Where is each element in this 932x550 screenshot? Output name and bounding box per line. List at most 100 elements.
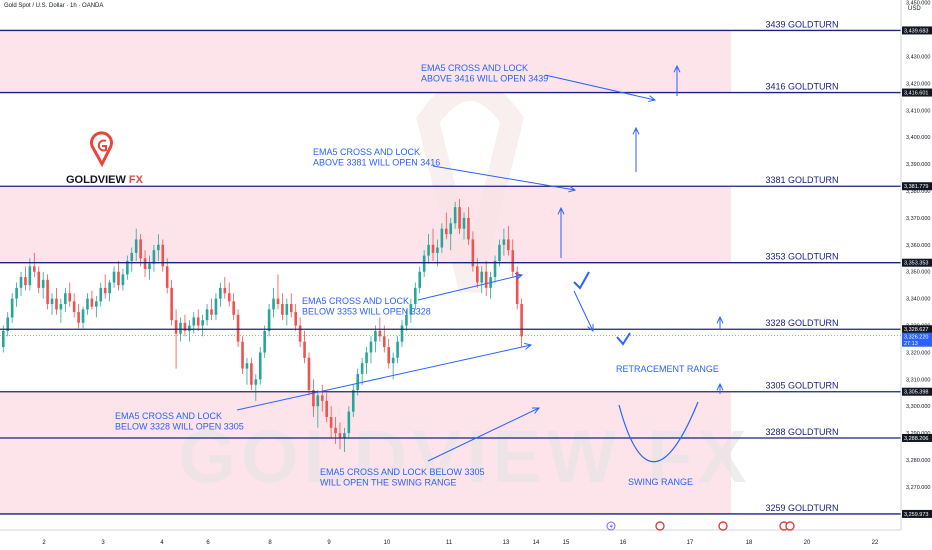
candle [427, 234, 430, 264]
candle [422, 250, 426, 278]
candle [360, 357, 364, 385]
logo: GOLDVIEW FX [66, 131, 144, 186]
candle [272, 287, 275, 318]
x-tick-label: 14 [533, 540, 540, 546]
us-flag-event-icon[interactable] [718, 521, 728, 531]
price-tag-label: 3,288.206 [904, 436, 928, 442]
candle-body [476, 266, 479, 283]
arrow-head [568, 185, 577, 193]
price-tag-label: 3,328.627 [904, 327, 928, 333]
candle [139, 234, 142, 267]
candle-body [6, 317, 10, 331]
candle [192, 312, 196, 334]
candle-body [343, 433, 346, 439]
candle-body [431, 244, 435, 253]
annotation-text: EMA5 CROSS AND LOCK BELOW 3305 [320, 467, 485, 477]
candle-body [28, 266, 32, 286]
price-tags: 3,439.683 3,416.601 3,381.779 3,353.353 3,32… [0, 26, 932, 518]
arrow-line [417, 274, 523, 301]
candle-body [134, 239, 138, 253]
price-tag-label: 3,259.973 [904, 512, 928, 518]
zone-rect [0, 30, 731, 93]
candle-body [312, 390, 315, 407]
candle-body [46, 279, 49, 305]
candle [281, 293, 284, 321]
candle-body [50, 298, 54, 305]
candle-body [148, 263, 151, 270]
candle-body [201, 320, 204, 326]
candle-body [33, 266, 36, 272]
y-tick-label: 3,310.000 [906, 377, 930, 383]
annotation-arrows [236, 64, 724, 463]
candle-body [263, 330, 266, 353]
candle-body [152, 250, 156, 264]
candle-body [143, 258, 147, 270]
x-tick-label: 13 [503, 540, 510, 546]
level-label: 3288 GOLDTURN [765, 427, 838, 437]
y-tick-label: 3,410.000 [906, 108, 930, 114]
candle-body [484, 271, 488, 288]
candle-body [192, 317, 196, 326]
candle-body [95, 301, 98, 307]
candle-body [289, 304, 293, 313]
candle [489, 271, 492, 299]
y-tick-label: 3,340.000 [906, 297, 930, 303]
candle [471, 231, 475, 272]
x-tick-label: 3 [101, 540, 105, 546]
candle-body [369, 341, 373, 353]
candle-body [245, 363, 249, 369]
candle [245, 357, 249, 385]
candle [515, 266, 519, 310]
candle [46, 274, 49, 310]
candle [165, 258, 169, 294]
price-tag-label: 3,305.398 [904, 390, 928, 396]
level-label: 3439 GOLDTURN [765, 19, 838, 29]
candle-body [161, 244, 165, 267]
arrow-head [557, 206, 565, 215]
candle [50, 293, 54, 315]
candle-body [391, 357, 395, 364]
candle [41, 271, 45, 299]
x-tick-label: 22 [872, 540, 879, 546]
candle [6, 312, 10, 337]
candle-body [396, 341, 399, 358]
event-icons[interactable] [606, 521, 795, 531]
candle-body [86, 298, 89, 310]
candle-body [338, 433, 342, 439]
candle-body [409, 304, 413, 315]
candle [157, 234, 160, 261]
us-flag-event-icon[interactable] [785, 521, 795, 531]
candle [55, 287, 58, 315]
candle-body [445, 228, 448, 235]
candle [312, 379, 315, 418]
us-flag-event-icon[interactable] [655, 521, 665, 531]
candle [241, 336, 244, 374]
candle [316, 390, 320, 428]
candle-body [418, 271, 422, 288]
candle [502, 228, 506, 256]
annotation-text: RETRACEMENT RANGE [616, 364, 719, 374]
annotation-text: EMA5 CROSS AND LOCK [302, 296, 409, 306]
arrow-head [648, 95, 657, 103]
candle [387, 338, 391, 369]
candle-body [10, 298, 14, 318]
annotation-arrow [236, 342, 533, 411]
annotation-text: SWING RANGE [628, 477, 693, 487]
candle-body [68, 293, 72, 302]
candle-body [511, 250, 515, 272]
logo-text-fx: FX [129, 174, 144, 186]
candle [90, 290, 94, 310]
candle-body [387, 347, 391, 364]
candle [445, 212, 448, 240]
candle-body [382, 336, 386, 348]
candle [77, 304, 80, 329]
candle [161, 239, 165, 272]
annotation-arrow [557, 206, 565, 258]
level-label: 3328 GOLDTURN [765, 318, 838, 328]
candle [405, 309, 408, 331]
candle [201, 314, 204, 337]
candle [112, 266, 116, 288]
watermark-logo-icon [416, 79, 524, 293]
